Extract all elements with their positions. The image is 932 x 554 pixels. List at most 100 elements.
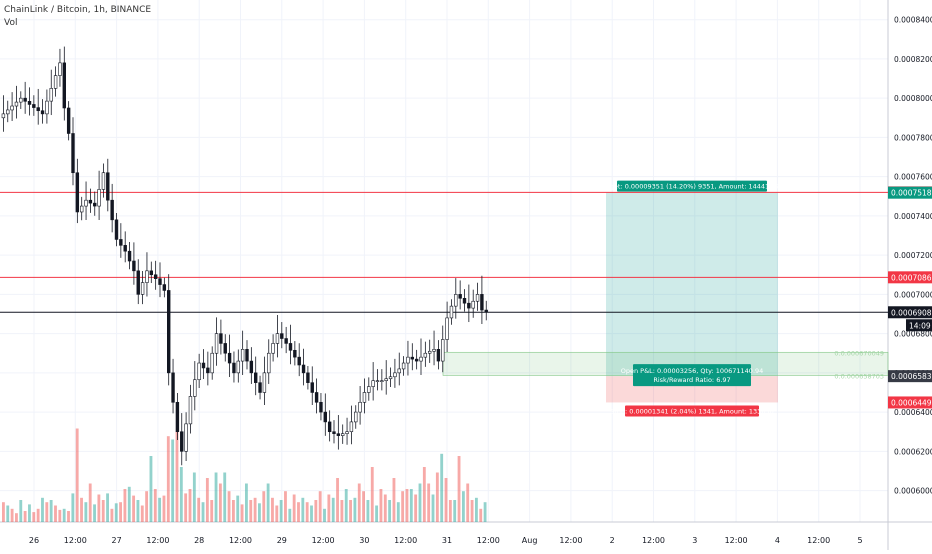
candle [445,317,449,340]
target-zone[interactable] [606,192,778,377]
candle [136,270,140,295]
volume-bar [288,508,292,522]
x-tick-label: 12:00 [146,536,169,545]
volume-bar [292,494,296,522]
candle [401,362,406,370]
y-tick-label: 0.00062000 [894,447,932,456]
x-tick-label: 12:00 [807,536,830,545]
x-tick-label: 30 [359,536,369,545]
entry-price-tag [888,370,932,383]
volume-bar [344,489,348,522]
y-tick-label: 0.00074000 [894,212,932,221]
candle [153,274,158,279]
candle [162,284,167,291]
volume-bar [136,500,140,522]
candle [271,343,275,354]
candle [119,239,123,246]
candle [254,372,258,383]
volume-bar [418,483,422,522]
candle [332,431,336,434]
volume-bar [166,436,170,522]
volume-bar [205,478,209,522]
volume-bar [266,483,270,522]
target-info-label: Target: 0.00009351 (14.20%) 9351, Amount… [599,183,783,191]
candle [349,421,354,433]
volume-bar [97,494,101,522]
volume-bar [379,489,383,522]
time-tag-label: 14:09 [909,321,931,330]
volume-bar [353,497,357,522]
candle [471,300,475,309]
volume-bar [227,491,231,522]
candle [393,372,397,378]
candle [354,411,358,423]
volume-bar [422,467,426,522]
volume-bar [184,493,188,522]
candle [206,367,210,374]
volume-bar [323,508,326,522]
candle [275,333,280,344]
x-tick-label: 5 [857,536,862,545]
volume-bar [210,500,214,522]
volume-bar [171,439,175,522]
volume-bar [2,502,5,522]
volume-bar [175,431,179,522]
x-tick-label: 12:00 [477,536,500,545]
candle [240,349,245,362]
volume-bar [145,491,149,522]
candle [319,401,323,413]
pnl-info-label: Open P&L: 0.00003256, Qty: 100671140.94 [621,367,764,375]
candle [58,62,62,76]
volume-bar [362,491,365,522]
candle [101,172,106,190]
volume-bar [470,500,474,522]
candle [232,362,236,374]
volume-bar [188,489,192,522]
volume-bar [245,483,248,522]
x-tick-label: 28 [194,536,204,545]
target-info-box [617,180,767,192]
volume-bar [153,489,157,522]
candle [97,189,101,207]
candle [467,302,471,309]
candle [327,421,332,433]
x-tick-label: 29 [277,536,287,545]
volume-bar [106,493,109,522]
volume-bar [62,508,66,522]
candle [84,199,88,207]
volume-bar [132,495,136,522]
candle [227,352,232,364]
x-tick-label: 12:00 [642,536,665,545]
y-tick-label: 0.00068000 [894,330,932,339]
volume-bar [201,502,205,522]
volume-bar [301,497,305,522]
candle [262,372,267,393]
candle [245,349,249,362]
candle [214,333,219,354]
volume-bar [101,500,105,522]
volume-bar [19,500,23,522]
candle [175,401,180,433]
y-tick-label: 0.00080000 [894,94,932,103]
candle [223,343,227,354]
volume-bar [10,508,14,522]
candle [184,423,188,452]
x-tick-label: 12:00 [559,536,582,545]
candle [284,338,288,344]
candle [32,104,36,108]
candle [53,75,58,89]
volume-bar [67,511,70,522]
volume-bar [80,497,83,522]
volume-bar [84,502,88,522]
volume-bar [119,502,122,522]
candle [132,260,136,272]
candle [27,101,32,105]
candle [362,392,367,403]
candle [280,333,284,339]
candle [6,109,10,115]
candle [371,380,375,387]
x-tick-label: 26 [29,536,39,545]
volume-bar [483,502,487,522]
